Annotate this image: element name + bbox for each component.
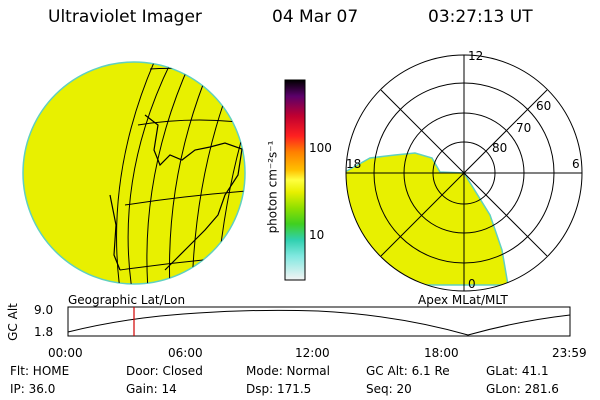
- latitude-line: [137, 119, 245, 126]
- timeline-xtick-0000: 00:00: [48, 346, 83, 360]
- info-mode: Mode: Normal: [246, 364, 330, 378]
- lat-label-80: 80: [492, 141, 507, 155]
- app-title: Ultraviolet Imager: [48, 7, 202, 27]
- lat-label-60: 60: [536, 99, 551, 113]
- info-gain: Gain: 14: [126, 382, 177, 396]
- timeline-ylabel: GC Alt: [5, 303, 20, 341]
- timeline-xtick-2359: 23:59: [552, 346, 587, 360]
- colorbar: [284, 79, 306, 281]
- lat-label-70: 70: [516, 121, 531, 135]
- colorbar-tick-10: 10: [309, 228, 325, 242]
- meridian-line: [169, 66, 211, 284]
- geographic-map: [22, 61, 246, 285]
- mlt-label-18: 18: [346, 157, 361, 171]
- meridian-line: [146, 62, 191, 284]
- coastline: [109, 194, 121, 271]
- timeline-xtick-1200: 12:00: [295, 346, 330, 360]
- date-label: 04 Mar 07: [272, 7, 359, 27]
- altitude-curve: [67, 309, 571, 336]
- info-flt: Flt: HOME: [10, 364, 70, 378]
- timeline-xtick-0600: 06:00: [168, 346, 203, 360]
- mlt-label-12: 12: [468, 49, 483, 63]
- timeline-ytick-max: 9.0: [34, 303, 54, 317]
- meridian-line: [127, 62, 173, 284]
- timeline-frame: [67, 306, 571, 337]
- timeline-ytick-min: 1.8: [34, 325, 54, 339]
- polar-plot: 12 18 6 0 60 70 80: [345, 49, 583, 292]
- coastline: [144, 114, 243, 271]
- info-seq: Seq: 20: [366, 382, 412, 396]
- info-dsp: Dsp: 171.5: [246, 382, 312, 396]
- mlt-label-6: 6: [572, 157, 580, 171]
- polar-axis-diagonal: [380, 89, 548, 257]
- meridian-line: [116, 62, 156, 284]
- geographic-panel-label: Geographic Lat/Lon: [68, 293, 186, 307]
- colorbar-unit-label: photon cm⁻²s⁻¹: [265, 140, 280, 234]
- polar-panel-label: Apex MLat/MLT: [418, 293, 508, 307]
- time-label: 03:27:13 UT: [428, 7, 533, 27]
- colorbar-tick-100: 100: [309, 141, 332, 155]
- info-glat: GLat: 41.1: [486, 364, 549, 378]
- timeline-xtick-1800: 18:00: [424, 346, 459, 360]
- info-ip: IP: 36.0: [10, 382, 56, 396]
- info-door: Door: Closed: [126, 364, 203, 378]
- altitude-timeline: [67, 306, 571, 337]
- info-gc-alt: GC Alt: 6.1 Re: [366, 364, 450, 378]
- mlt-label-0: 0: [468, 277, 476, 291]
- info-glon: GLon: 281.6: [486, 382, 559, 396]
